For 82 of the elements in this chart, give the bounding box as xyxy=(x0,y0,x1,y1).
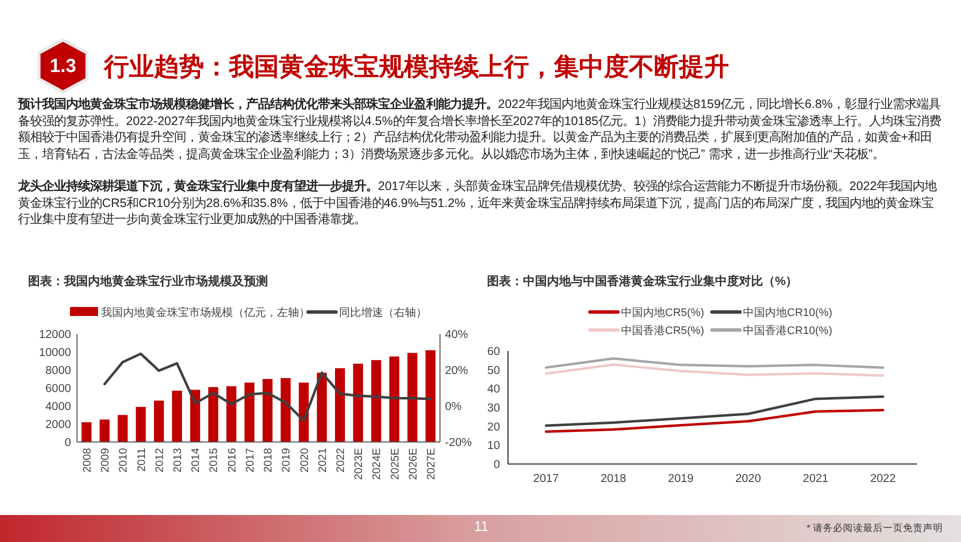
x-tick-label: 2021 xyxy=(802,473,828,485)
y2-tick-label: 20% xyxy=(445,365,468,377)
chart-title: 图表：中国内地与中国香港黄金珠宝行业集中度对比（%） xyxy=(487,274,798,288)
hexagon-badge: 1.3 xyxy=(35,38,91,94)
y-tick-label: 10000 xyxy=(39,347,71,359)
x-tick-label: 2022 xyxy=(334,448,347,472)
y-tick-label: 2000 xyxy=(45,419,71,431)
line-series xyxy=(103,352,432,422)
x-tick-label: 2015 xyxy=(208,448,220,472)
x-tick-label: 2010 xyxy=(118,448,130,472)
legend-label: 同比增速（右轴） xyxy=(339,306,427,319)
y-tick-label: 6000 xyxy=(45,383,71,395)
x-tick-label: 2023E xyxy=(353,448,366,480)
bar xyxy=(136,406,146,442)
text: 11 xyxy=(474,518,489,534)
bar xyxy=(407,352,418,442)
x-tick-label: 2019 xyxy=(280,448,293,472)
bar xyxy=(334,368,345,442)
bar xyxy=(226,386,236,442)
y-tick-label: 0 xyxy=(64,437,71,449)
bar xyxy=(190,390,200,442)
x-tick-label: 2011 xyxy=(136,448,148,472)
bar xyxy=(172,390,182,442)
bar xyxy=(208,387,218,442)
legend-label: 中国内地CR5(%) xyxy=(621,306,704,319)
line-series xyxy=(544,395,884,427)
text: 行业趋势：我国黄金珠宝规模持续上行，集中度不断提升 xyxy=(104,52,729,83)
bar xyxy=(316,372,327,442)
x-tick-label: 2021 xyxy=(316,448,329,472)
legend-label: 中国香港CR5(%) xyxy=(621,324,704,337)
legend-label: 我国内地黄金珠宝市场规模（亿元，左轴） xyxy=(101,306,310,319)
y-tick-label: 20 xyxy=(487,421,500,434)
x-tick-label: 2019 xyxy=(668,473,694,485)
text: 预计我国内地黄金珠宝市场规模稳健增长，产品结构优化带来头部珠宝企业盈利能力提升。2022年我国内地黄金珠宝行业规模达8159亿元，同比增长6.8%，彰显行业需求端具备较强的复苏弹性。2022-2027年我国内地黄金珠宝行业规模将以4.5%的年复合增长率增长至2027年的10185亿元。1）消费能力提升带动黄金珠宝渗透率上行。人均珠宝消费额相较于中国香港仍有提升空间，黄金珠宝的渗透率继续上行；2）产品结构优化带动盈利能力提升。以黄金产品为主要的消费品类，扩展到更高附加值的产品，如黄金+和田玉，培育钻石，古法金等品类，提高黄金珠宝企业盈利能力；3）消费场景逐步多元化。从以婚恋市场为主体，到快速崛起的“悦己” 需求，进一步推高行业“天花板”。 xyxy=(18,96,942,162)
y-tick-label: 4000 xyxy=(45,401,71,413)
bar xyxy=(371,360,382,442)
legend-label: 中国香港CR10(%) xyxy=(743,324,832,337)
y-tick-label: 50 xyxy=(487,364,500,377)
x-tick-label: 2018 xyxy=(262,448,275,472)
bar xyxy=(82,422,92,442)
bar xyxy=(280,378,291,442)
bar xyxy=(154,400,164,442)
line-series xyxy=(544,363,884,377)
y-tick-label: 10 xyxy=(487,440,500,452)
text: * 请务必阅读最后一页免责声明 xyxy=(806,522,943,535)
x-tick-label: 2017 xyxy=(533,473,559,485)
x-tick-label: 2009 xyxy=(100,448,112,472)
y2-tick-label: 0% xyxy=(445,401,462,413)
x-tick-label: 2027E xyxy=(425,448,438,480)
chart-title: 图表：我国内地黄金珠宝行业市场规模及预测 xyxy=(28,274,268,288)
x-tick-label: 2026E xyxy=(407,448,420,480)
x-tick-label: 2017 xyxy=(244,448,256,472)
y-tick-label: 30 xyxy=(487,402,500,414)
x-tick-label: 2012 xyxy=(154,448,166,472)
x-tick-label: 2014 xyxy=(190,448,202,472)
bar xyxy=(389,356,400,442)
x-tick-label: 2022 xyxy=(870,473,896,485)
bar xyxy=(100,420,110,442)
x-tick-label: 2008 xyxy=(82,448,94,472)
x-tick-label: 2024E xyxy=(371,448,384,480)
y-tick-label: 0 xyxy=(494,459,500,471)
x-tick-label: 2018 xyxy=(600,473,626,485)
y-tick-label: 8000 xyxy=(45,365,71,377)
bar xyxy=(244,382,254,442)
legend-label: 中国内地CR10(%) xyxy=(743,306,832,319)
x-tick-label: 2025E xyxy=(389,448,402,480)
bar xyxy=(262,379,273,442)
text: 龙头企业持续深耕渠道下沉，黄金珠宝行业集中度有望进一步提升。2017年以来，头部黄金珠宝品牌凭借规模优势、较强的综合运营能力不断提升市场份额。2022年我国内地黄金珠宝行业的CR5和CR10分别为28.6%和35.8%，低于中国香港的46.9%与51.2%，近年来黄金珠宝品牌持续布局渠道下沉，提高门店的布局深广度，我国内地的黄金珠宝行业集中度有望进一步向黄金珠宝行业更加成熟的中国香港靠拢。 xyxy=(18,178,938,228)
line-series xyxy=(544,408,884,433)
y2-tick-label: 40% xyxy=(445,329,468,341)
y-tick-label: 60 xyxy=(487,346,500,358)
x-tick-label: 2020 xyxy=(735,473,761,485)
x-tick-label: 2016 xyxy=(226,448,238,472)
bar xyxy=(353,364,364,442)
bar xyxy=(118,415,128,442)
y-tick-label: 40 xyxy=(487,384,500,396)
x-tick-label: 2013 xyxy=(172,448,184,472)
x-tick-label: 2020 xyxy=(298,448,311,472)
y2-tick-label: -20% xyxy=(445,437,472,449)
bar xyxy=(426,350,436,442)
y-tick-label: 12000 xyxy=(39,329,71,341)
line-series xyxy=(544,357,884,369)
